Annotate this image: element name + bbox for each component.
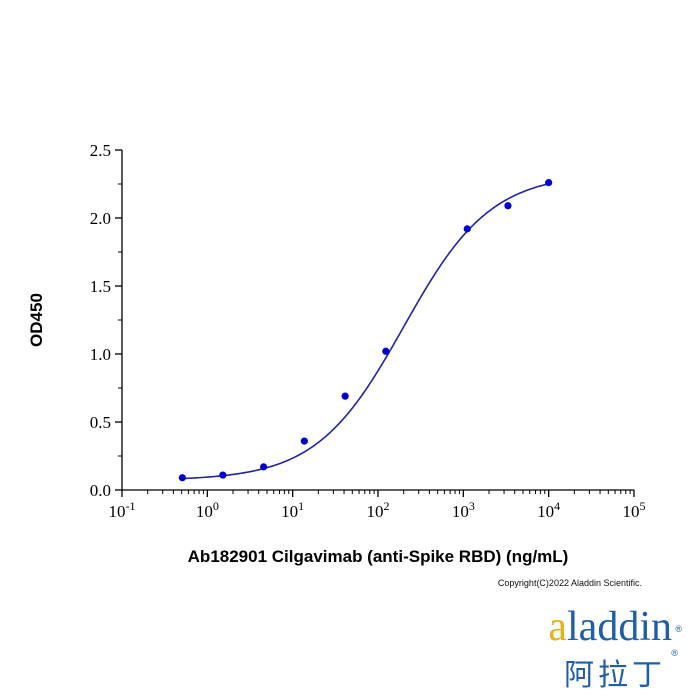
copyright-notice: Copyright(C)2022 Aladdin Scientific. [497,578,642,588]
data-point [382,347,390,355]
y-tick-label: 1.5 [90,277,111,296]
x-tick-label: 101 [281,499,304,521]
data-point [300,437,308,445]
logo-main-text: laddin [567,604,672,650]
registered-mark: ® [675,624,682,634]
x-tick-label: 103 [452,499,475,521]
y-tick-label: 0.0 [90,481,111,500]
data-point [260,463,268,471]
x-tick-label: 10-1 [109,499,136,521]
data-point [341,392,349,400]
x-axis-label: Ab182901 Cilgavimab (anti-Spike RBD) (ng… [188,547,569,566]
logo-chinese-text: 阿拉丁 ® [548,648,678,694]
data-point [219,471,227,479]
y-axis-label: OD450 [27,293,46,347]
data-point [504,202,512,210]
data-points-layer [178,179,553,482]
logo-accent-letter: a [548,604,568,650]
y-tick-label: 1.0 [90,345,111,364]
y-tick-label: 0.5 [90,413,111,432]
x-tick-label: 104 [537,499,560,521]
data-point [178,474,186,482]
y-tick-label: 2.0 [90,209,111,228]
logo-chinese-name: 阿拉丁 [564,658,666,693]
aladdin-logo: aladdin ® 阿拉丁 ® [548,604,682,694]
x-tick-label: 100 [196,499,219,521]
data-point [545,179,553,187]
data-point [463,225,471,233]
axes: 0.0 0.5 1.0 1.5 2.0 2.5 10-1 100 101 102 103 104 105 [90,141,646,521]
y-tick-label: 2.5 [90,141,111,160]
fit-curve-layer [181,183,549,480]
x-tick-label: 105 [623,499,646,521]
x-tick-label: 102 [367,499,390,521]
chinese-registered-mark: ® [671,648,678,658]
logo-wordmark: aladdin ® [548,604,682,650]
fit-curve [181,183,549,480]
